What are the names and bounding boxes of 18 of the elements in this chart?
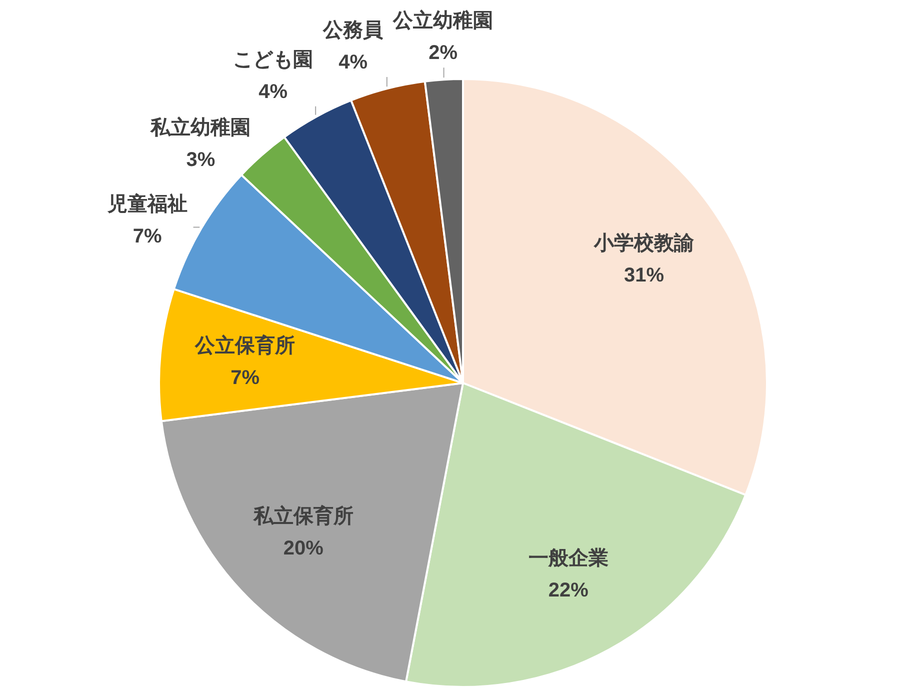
data-label: 4%	[258, 80, 288, 103]
data-label: 3%	[186, 148, 216, 171]
slice-label: 私立幼稚園	[150, 116, 251, 139]
slice-label: 小学校教諭	[593, 231, 696, 254]
data-label: 20%	[283, 537, 324, 560]
data-label: 22%	[548, 579, 589, 602]
data-label: 31%	[624, 264, 664, 286]
data-label: 4%	[338, 52, 368, 74]
slice-label: 一般企業	[528, 547, 608, 570]
slice-label: 私立保育所	[252, 504, 354, 528]
slice-label: 児童福祉	[106, 192, 188, 216]
slice-label: 公立幼稚園	[392, 9, 494, 32]
slice-label: 公立保育所	[194, 334, 296, 357]
data-label: 2%	[428, 42, 458, 64]
data-label: 7%	[132, 226, 162, 248]
slice-label: こども園	[233, 48, 314, 71]
data-label: 7%	[230, 366, 260, 389]
slice-label: 公務員	[322, 20, 384, 42]
